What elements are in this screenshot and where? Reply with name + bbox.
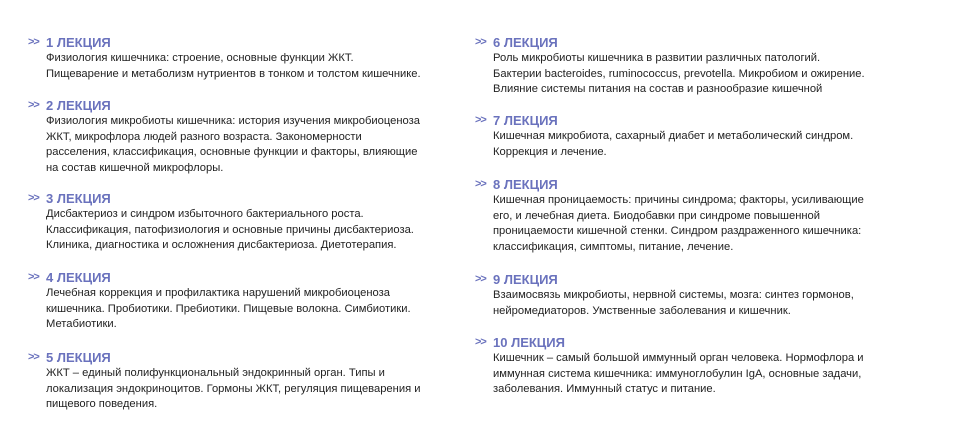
lecture-description-line: классификация, симптомы, питание, лечени… bbox=[493, 240, 734, 253]
lecture-description: Физиология микробиоты кишечника: история… bbox=[46, 114, 420, 176]
lecture-heading: >> 10 ЛЕКЦИЯ bbox=[475, 335, 864, 351]
lecture-description-line: проницаемости кишечной стенки. Синдром р… bbox=[493, 225, 862, 238]
lecture-item: >> 9 ЛЕКЦИЯ Взаимосвязь микробиоты, нервно… bbox=[475, 272, 854, 319]
lecture-description-line: Физиология кишечника: строение, основные… bbox=[46, 52, 354, 64]
lecture-description-line: локализация эндокриноцитов. Гормоны ЖКТ,… bbox=[46, 382, 421, 395]
lecture-description-line: Коррекция и лечение. bbox=[493, 145, 607, 158]
lecture-description-line: Физиология микробиоты кишечника: история… bbox=[46, 115, 420, 127]
lecture-description: Лечебная коррекция и профилактика наруше… bbox=[46, 286, 411, 333]
lecture-title: 4 ЛЕКЦИЯ bbox=[46, 270, 111, 285]
lecture-description-line: ЖКТ – единый полифункциональный эндокрин… bbox=[46, 367, 385, 379]
double-chevron-icon: >> bbox=[475, 273, 487, 285]
lecture-item: >> 7 ЛЕКЦИЯ Кишечная микробиота, сахарный … bbox=[475, 113, 853, 160]
lecture-description-line: Лечебная коррекция и профилактика наруше… bbox=[46, 287, 391, 299]
lecture-description-line: Кишечник – самый большой иммунный орган … bbox=[493, 352, 864, 364]
lecture-description: Роль микробиоты кишечника в развитии раз… bbox=[493, 51, 865, 98]
lecture-heading: >> 9 ЛЕКЦИЯ bbox=[475, 272, 854, 288]
lecture-description-line: на состав кишечной микрофлоры. bbox=[46, 161, 224, 174]
lecture-description-line: ЖКТ, микрофлора людей разного возраста. … bbox=[46, 130, 362, 143]
lecture-title: 6 ЛЕКЦИЯ bbox=[493, 35, 558, 50]
lecture-heading: >> 6 ЛЕКЦИЯ bbox=[475, 35, 865, 51]
lecture-title: 9 ЛЕКЦИЯ bbox=[493, 272, 558, 287]
double-chevron-icon: >> bbox=[475, 36, 487, 48]
lecture-description-line: Кишечная проницаемость: причины синдрома… bbox=[493, 194, 864, 206]
lecture-description-line: Влияние системы питания на состав и разн… bbox=[493, 83, 823, 96]
lecture-description-line: Кишечная микробиота, сахарный диабет и м… bbox=[493, 130, 854, 142]
lecture-title: 1 ЛЕКЦИЯ bbox=[46, 35, 111, 50]
lecture-description-line: расселения, классификация, основные функ… bbox=[46, 146, 418, 159]
lecture-title: 8 ЛЕКЦИЯ bbox=[493, 177, 558, 192]
double-chevron-icon: >> bbox=[28, 192, 40, 204]
lecture-description: Взаимосвязь микробиоты, нервной системы,… bbox=[493, 288, 854, 319]
double-chevron-icon: >> bbox=[28, 351, 40, 363]
double-chevron-icon: >> bbox=[475, 114, 487, 126]
lecture-heading: >> 8 ЛЕКЦИЯ bbox=[475, 177, 864, 193]
lecture-heading: >> 2 ЛЕКЦИЯ bbox=[28, 98, 420, 114]
lecture-heading: >> 3 ЛЕКЦИЯ bbox=[28, 191, 414, 207]
lecture-title: 10 ЛЕКЦИЯ bbox=[493, 335, 565, 350]
lecture-title: 2 ЛЕКЦИЯ bbox=[46, 98, 111, 113]
lecture-heading: >> 5 ЛЕКЦИЯ bbox=[28, 350, 421, 366]
lecture-item: >> 5 ЛЕКЦИЯ ЖКТ – единый полифункциональны… bbox=[28, 350, 421, 413]
lecture-title: 3 ЛЕКЦИЯ bbox=[46, 191, 111, 206]
lecture-description-line: его, и лечебная диета. Биодобавки при си… bbox=[493, 209, 821, 222]
double-chevron-icon: >> bbox=[28, 36, 40, 48]
lecture-description: Физиология кишечника: строение, основные… bbox=[46, 51, 421, 82]
lecture-description: Кишечная проницаемость: причины синдрома… bbox=[493, 193, 864, 255]
double-chevron-icon: >> bbox=[475, 178, 487, 190]
double-chevron-icon: >> bbox=[28, 99, 40, 111]
lecture-description: Кишечник – самый большой иммунный орган … bbox=[493, 351, 864, 398]
lecture-item: >> 8 ЛЕКЦИЯ Кишечная проницаемость: причин… bbox=[475, 177, 864, 255]
lecture-heading: >> 7 ЛЕКЦИЯ bbox=[475, 113, 853, 129]
lecture-description-line: Пищеварение и метаболизм нутриентов в то… bbox=[46, 67, 421, 80]
lecture-description-line: Классификация, патофизиология и основные… bbox=[46, 223, 414, 236]
lecture-description-line: Дисбактериоз и синдром избыточного бакте… bbox=[46, 208, 364, 220]
lecture-description-line: Клиника, диагностика и осложнения дисбак… bbox=[46, 239, 397, 252]
lecture-heading: >> 1 ЛЕКЦИЯ bbox=[28, 35, 421, 51]
lecture-description-line: заболевания. Иммунный статус и питание. bbox=[493, 383, 716, 396]
lecture-title: 5 ЛЕКЦИЯ bbox=[46, 350, 111, 365]
lecture-description-line: Роль микробиоты кишечника в развитии раз… bbox=[493, 52, 821, 64]
double-chevron-icon: >> bbox=[475, 336, 487, 348]
lecture-item: >> 6 ЛЕКЦИЯ Роль микробиоты кишечника в ра… bbox=[475, 35, 865, 98]
lecture-item: >> 10 ЛЕКЦИЯ Кишечник – самый большой имму… bbox=[475, 335, 864, 398]
lecture-item: >> 3 ЛЕКЦИЯ Дисбактериоз и синдром избыточ… bbox=[28, 191, 414, 254]
double-chevron-icon: >> bbox=[28, 271, 40, 283]
lecture-description: Дисбактериоз и синдром избыточного бакте… bbox=[46, 207, 414, 254]
lecture-item: >> 4 ЛЕКЦИЯ Лечебная коррекция и профилакт… bbox=[28, 270, 411, 333]
lecture-description-line: Метабиотики. bbox=[46, 318, 117, 331]
lecture-heading: >> 4 ЛЕКЦИЯ bbox=[28, 270, 411, 286]
lecture-description-line: пищевого поведения. bbox=[46, 398, 158, 411]
lecture-description-line: Бактерии bacteroides, ruminococcus, prev… bbox=[493, 67, 865, 80]
lecture-description: ЖКТ – единый полифункциональный эндокрин… bbox=[46, 366, 421, 413]
lecture-description-line: кишечника. Пробиотики. Пребиотики. Пищев… bbox=[46, 302, 411, 315]
lecture-item: >> 1 ЛЕКЦИЯ Физиология кишечника: строение… bbox=[28, 35, 421, 82]
lecture-title: 7 ЛЕКЦИЯ bbox=[493, 113, 558, 128]
lecture-item: >> 2 ЛЕКЦИЯ Физиология микробиоты кишечник… bbox=[28, 98, 420, 176]
lecture-description-line: нейромедиаторов. Умственные заболевания … bbox=[493, 304, 791, 317]
lecture-description-line: Взаимосвязь микробиоты, нервной системы,… bbox=[493, 289, 854, 301]
lecture-description-line: иммунная система кишечника: иммуноглобул… bbox=[493, 367, 862, 380]
lecture-description: Кишечная микробиота, сахарный диабет и м… bbox=[493, 129, 853, 160]
